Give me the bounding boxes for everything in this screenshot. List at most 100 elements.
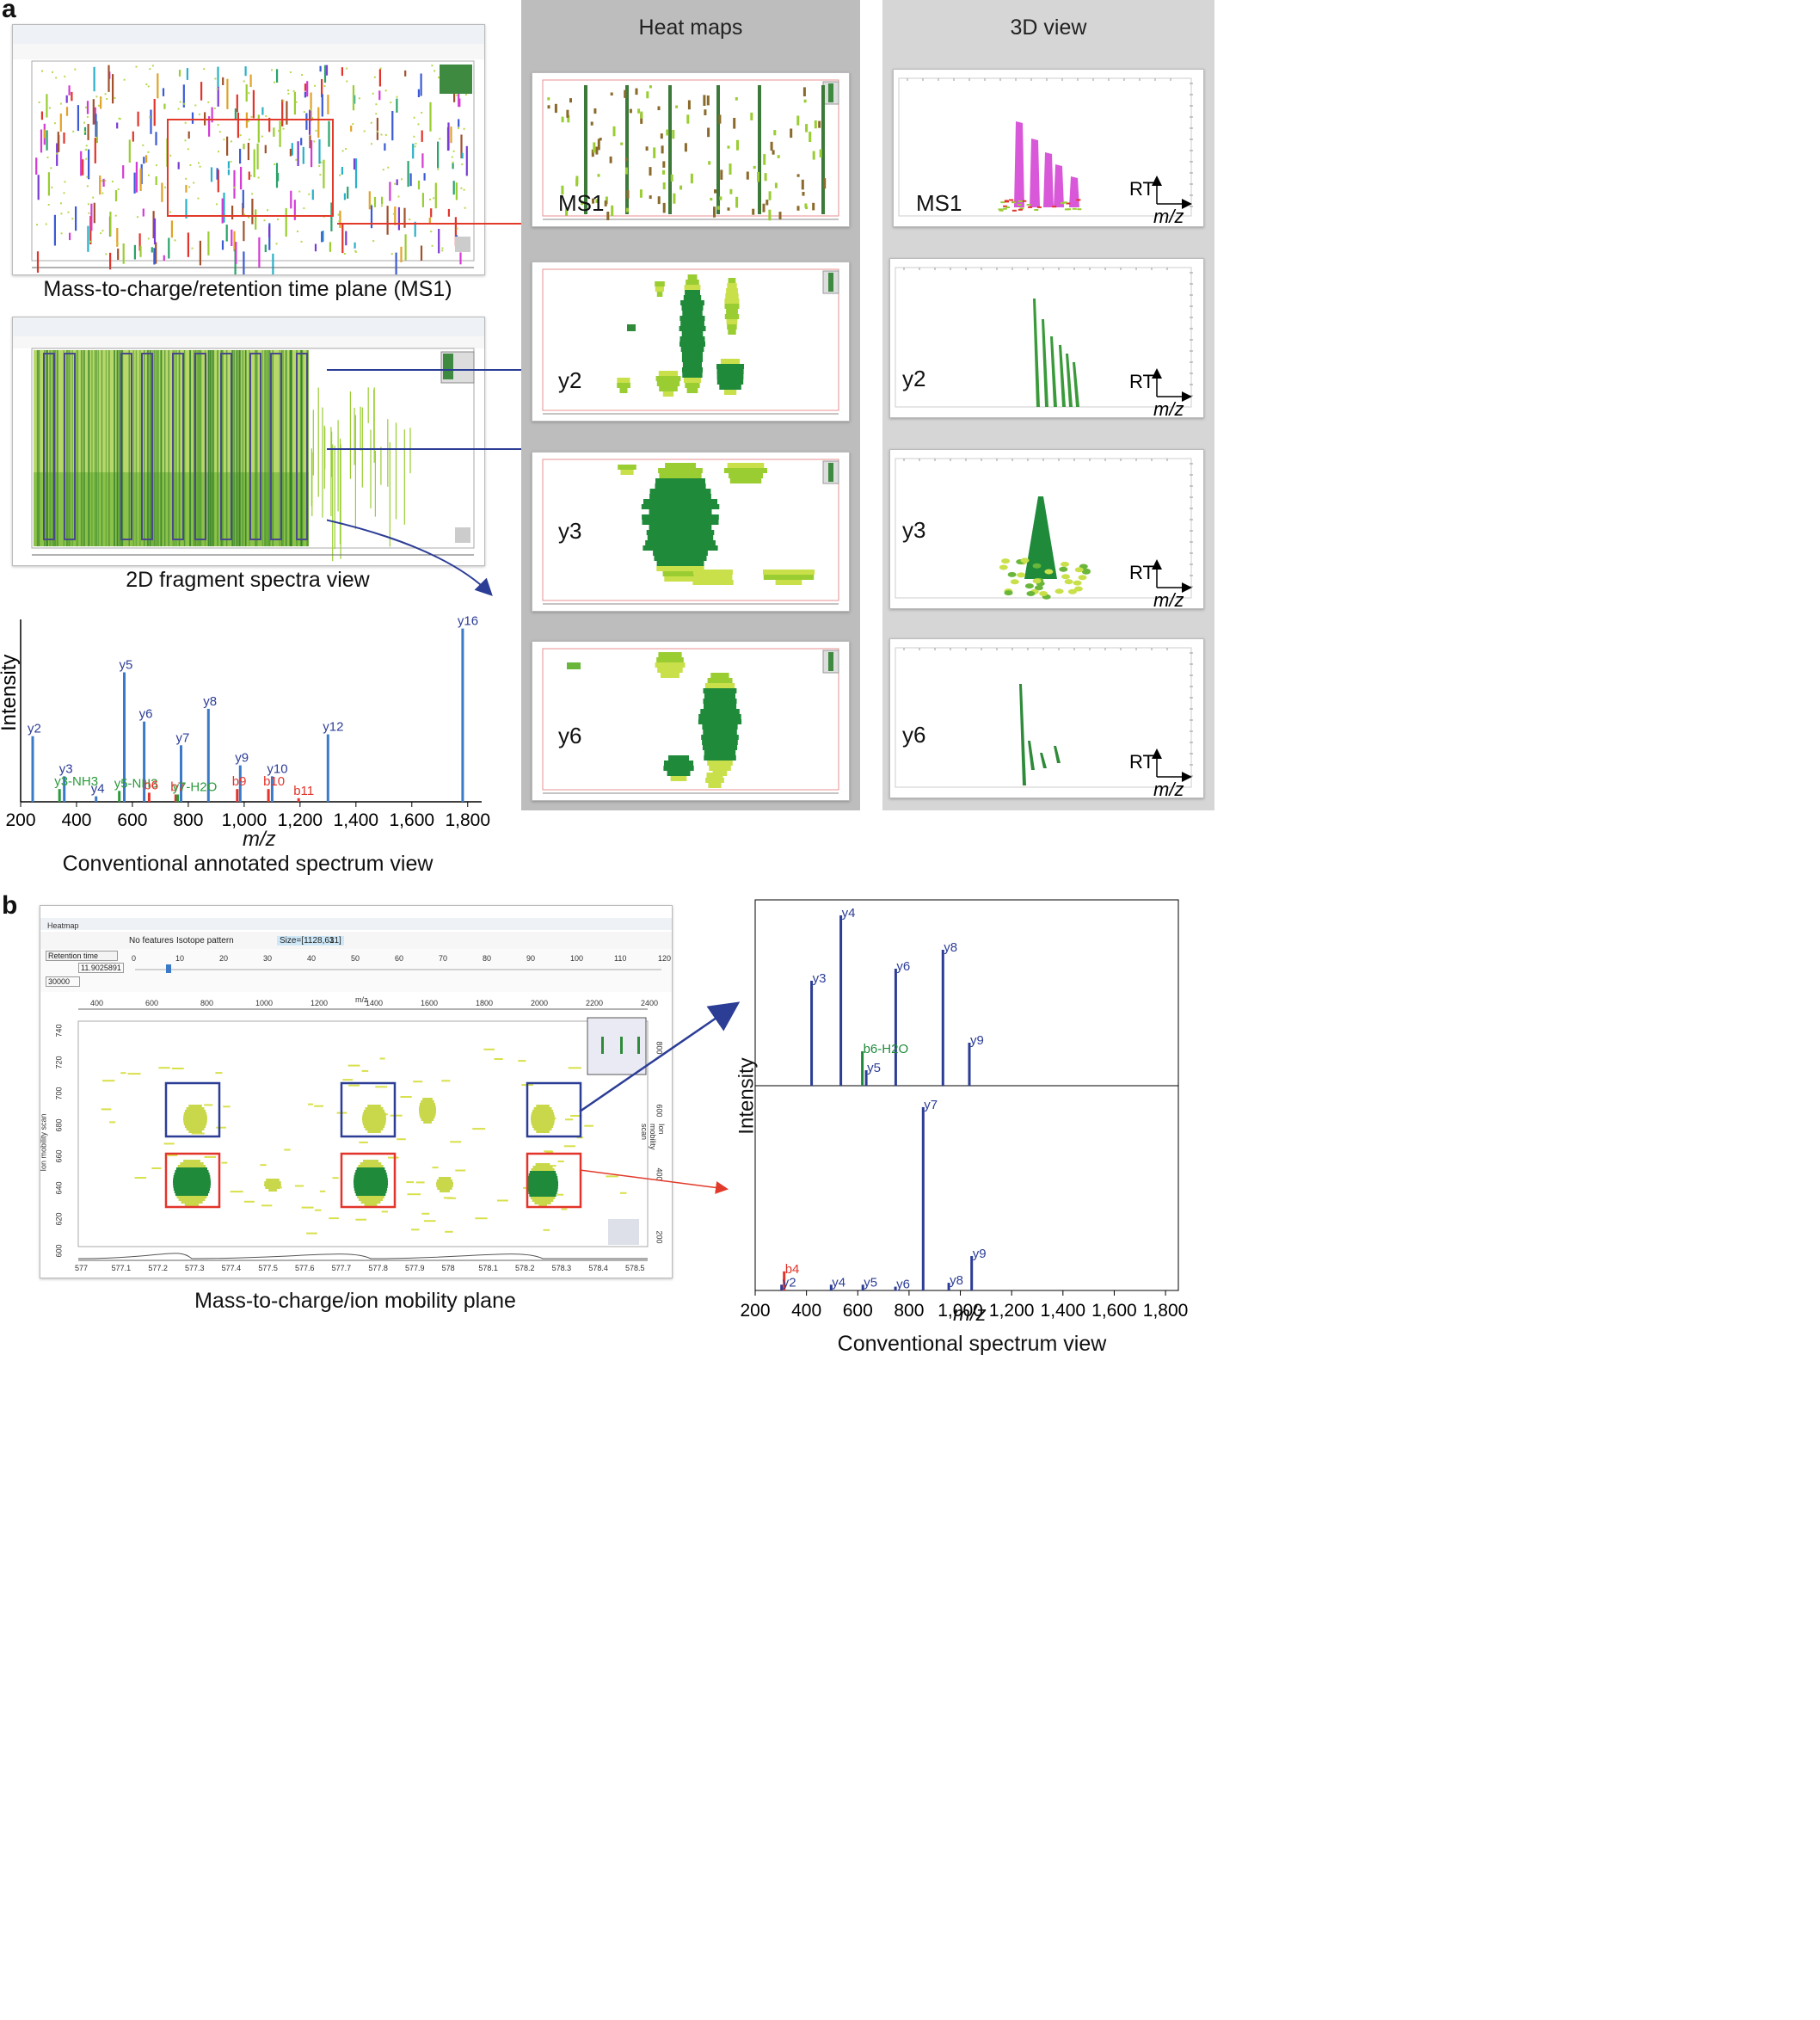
ms1-feature-streak — [248, 171, 250, 180]
ms1-feature-streak — [138, 233, 141, 251]
retention-time-select[interactable]: Retention time — [46, 951, 118, 961]
fragment-line — [57, 350, 58, 546]
tile-minimap-peak — [828, 652, 833, 671]
ms1-feature-streak — [325, 65, 329, 76]
heatmap-tile-y2[interactable]: y2 — [532, 262, 850, 422]
tile-blob-row — [727, 283, 737, 288]
ms1-peak-dot — [114, 214, 117, 217]
ms1-peak-dot — [86, 115, 89, 118]
view3d-tile-y3[interactable]: RT m/z y3 — [889, 449, 1204, 609]
ms1-peak-dot — [439, 138, 441, 140]
heatmap-tab[interactable]: Heatmap — [47, 921, 79, 930]
view3d-tile-y6[interactable]: RT m/z y6 — [889, 638, 1204, 798]
tile-blob-row — [724, 314, 740, 319]
annotated-x-tick: 1,200 — [278, 810, 323, 830]
ms1-peak-dot — [218, 131, 221, 133]
annotated-peak-y2 — [31, 736, 34, 802]
ms1-peak-dot — [341, 150, 344, 152]
ms1-heatmap-canvas[interactable] — [13, 25, 484, 274]
tile-ms1-dot — [736, 139, 739, 151]
ms1-feature-streak — [403, 207, 406, 228]
navigation-pad[interactable] — [608, 1219, 639, 1245]
tile-ms1-dot — [762, 203, 766, 212]
ms1-feature-streak — [237, 112, 239, 139]
fragment-line — [82, 350, 84, 546]
tile-ms1-dot — [629, 108, 632, 114]
heatmap-tile-y3[interactable]: y3 — [532, 452, 850, 612]
rt-value2-field[interactable]: 30000 — [46, 976, 80, 987]
overview-minimap[interactable] — [587, 1017, 647, 1075]
top-axis-tick: 1800 — [476, 999, 494, 1007]
annotated-peak-label: y7-H2O — [173, 780, 218, 795]
ms1-feature-streak — [89, 216, 92, 244]
tile-ms1-dot — [690, 173, 693, 184]
ms1-peak-dot — [287, 92, 290, 95]
rt-value-field[interactable]: 11.9025891 — [78, 963, 124, 973]
ms1-peak-dot — [464, 206, 466, 209]
tile-ms1-dot — [796, 115, 800, 126]
tile-ms1-dot — [547, 105, 550, 109]
ms1-3d-peak — [1014, 121, 1024, 207]
size-count[interactable]: 1 — [329, 936, 335, 945]
fragment-heatmap-canvas[interactable] — [13, 317, 484, 565]
ion-mobility-plane-caption: Mass-to-charge/ion mobility plane — [194, 1289, 516, 1313]
top-axis-tick: 2400 — [641, 999, 659, 1007]
mz-axis-label: m/z — [1153, 589, 1184, 608]
tile-blob-row — [681, 352, 703, 357]
tile-ms1-dot — [673, 193, 676, 204]
ms1-peak-dot — [48, 107, 51, 109]
ms1-peak-dot — [198, 114, 200, 115]
fragment-line — [56, 350, 58, 546]
ms1-feature-streak — [221, 240, 224, 250]
fragment-line — [282, 350, 284, 546]
spectrum-bottom-frame — [754, 1085, 1179, 1291]
ms1-feature-streak — [304, 91, 306, 98]
ion-mobility-plot-area[interactable] — [77, 1020, 649, 1247]
ms1-feature-streak — [186, 68, 188, 80]
tile-blob-row — [681, 331, 704, 336]
ms1-peak-dot — [95, 95, 98, 98]
ms1-peak-dot — [311, 117, 314, 120]
view3d-tile-ms1[interactable]: RT m/z MS1 — [893, 69, 1204, 227]
heatmap-tile-ms1[interactable]: MS1 — [532, 72, 850, 227]
tile-ms1-dot — [812, 151, 815, 160]
ms1-peak-dot — [50, 167, 52, 169]
no-features-dropdown[interactable]: No features — [129, 936, 174, 945]
tile-blob-row — [763, 570, 815, 575]
ms1-peak-dot — [86, 185, 89, 188]
ms1-feature-streak — [233, 231, 236, 252]
ms1-peak-dot — [372, 92, 374, 95]
tile-blob-row — [645, 540, 716, 545]
tile-ms1-dot — [753, 165, 756, 169]
fragment-line — [88, 350, 90, 546]
fragment-line — [139, 350, 141, 546]
ms1-peak-dot — [300, 240, 303, 243]
tile-ms1-dot — [707, 127, 710, 138]
tile-ms1-dot — [575, 176, 579, 185]
ms1-feature-streak — [227, 169, 230, 176]
isotope-pattern-dropdown[interactable]: Isotope pattern — [176, 936, 234, 945]
tile-ms1-dot — [591, 149, 594, 157]
ms1-feature-streak — [350, 126, 353, 132]
annotated-peak-label: y7 — [176, 730, 190, 745]
ms1-feature-streak — [353, 158, 356, 170]
ms1-peak-dot — [463, 127, 465, 130]
tile-ms1-dot — [605, 196, 608, 205]
rt-axis-label: RT — [1129, 178, 1154, 200]
ms1-feature-streak — [243, 221, 245, 242]
rt-slider-thumb[interactable] — [166, 964, 171, 973]
view3d-tile-y2[interactable]: RT m/z y2 — [889, 258, 1204, 418]
ms1-feature-streak — [279, 120, 281, 147]
ms1-peak-dot — [179, 101, 181, 103]
tile-blob-row — [708, 783, 722, 788]
conventional-spectrum-caption: Conventional spectrum view — [837, 1332, 1107, 1356]
tile-blob-row — [727, 324, 737, 329]
heatmap-tile-y6[interactable]: y6 — [532, 641, 850, 801]
ms1-feature-streak — [397, 206, 400, 231]
tile-blob-row — [704, 693, 735, 699]
ms1-feature-streak — [63, 132, 65, 144]
mz-axis-label: m/z — [1153, 779, 1184, 798]
tile-ms1-dot — [662, 169, 665, 175]
conventional-spectrum-ylabel: Intensity — [735, 1057, 759, 1135]
ms1-peak-dot — [217, 124, 219, 126]
